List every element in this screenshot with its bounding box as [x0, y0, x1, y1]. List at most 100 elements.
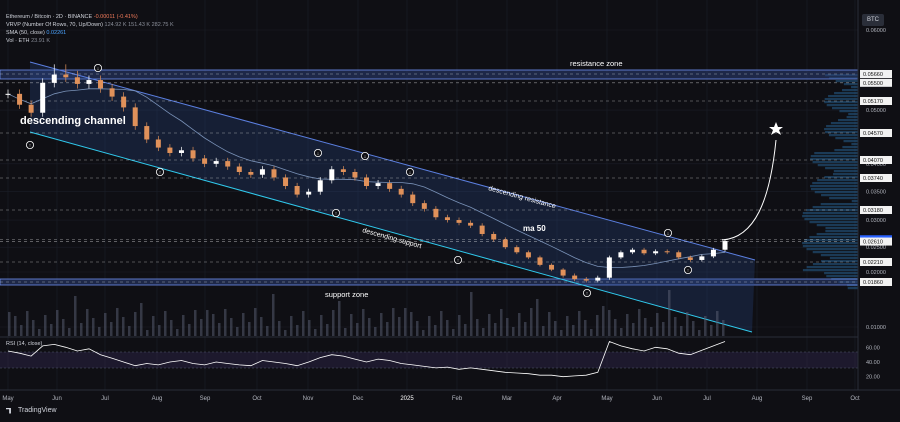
price-level-tag — [860, 258, 892, 266]
resistance-zone-label: resistance zone — [570, 59, 623, 68]
candle-body — [132, 107, 138, 127]
rsi-tick-label: 40.00 — [866, 360, 880, 366]
candle-body — [560, 269, 566, 276]
volume-bar — [308, 320, 311, 336]
volume-bar — [8, 312, 11, 336]
volume-profile-bar — [848, 113, 858, 116]
currency-badge[interactable]: BTC — [862, 14, 884, 26]
price-level-label: 0.05660 — [863, 72, 883, 78]
volume-profile-bar — [810, 185, 858, 188]
candle-body — [190, 150, 196, 159]
y-tick-label: 0.03000 — [866, 218, 886, 224]
price-level-tag — [860, 70, 892, 78]
pivot-low-marker — [684, 265, 693, 274]
price-level-label: 0.02610 — [863, 240, 883, 246]
volume-profile-bar — [843, 140, 858, 143]
volume-bar — [188, 324, 191, 336]
volume-bar — [206, 310, 209, 336]
volume-profile-bar — [816, 233, 858, 236]
volume-profile-bar — [826, 104, 858, 107]
pivot-high-marker — [664, 228, 673, 237]
candle-body — [618, 252, 624, 258]
candle-body — [28, 104, 34, 113]
candle-body — [202, 158, 208, 164]
volume-bar — [104, 313, 107, 336]
volume-bar — [416, 321, 419, 336]
sma-value: 0.02261 — [46, 30, 67, 36]
volume-profile-bar — [843, 83, 858, 86]
candle-body — [525, 252, 531, 258]
volume-bar — [434, 325, 437, 336]
volume-bar — [140, 303, 143, 336]
volume-bar — [278, 321, 281, 336]
candle-body — [468, 222, 474, 226]
volume-bar — [62, 319, 65, 336]
volume-bar — [410, 312, 413, 336]
rsi-tick-label: 60.00 — [866, 345, 880, 351]
volume-profile-bar — [802, 245, 858, 248]
time-axis: May Jun Jul Aug Sep Oct Nov Dec 2025 Feb Mar Apr May… — [2, 396, 860, 402]
volume-bar — [422, 330, 425, 336]
volume-profile-bar — [817, 179, 858, 182]
tradingview-logo[interactable]: TradingView — [6, 407, 57, 414]
pivot-high-marker — [313, 148, 322, 157]
volume-bar — [164, 311, 167, 336]
volume-profile-bar — [817, 164, 858, 167]
volume-bar — [236, 327, 239, 336]
volume-bar — [440, 311, 443, 336]
volume-bar — [158, 325, 161, 336]
x-tick-label: Nov — [303, 396, 314, 402]
volume-profile-bar — [802, 212, 858, 215]
volume-profile-bar — [824, 176, 858, 179]
candle-body — [710, 249, 716, 257]
x-tick-label: Oct — [252, 396, 262, 402]
volume-bar — [650, 327, 653, 336]
candle-body — [271, 169, 277, 178]
x-tick-label: Aug — [752, 396, 763, 402]
candle-body — [722, 241, 728, 250]
x-tick-label: Feb — [452, 396, 463, 402]
pivot-high-marker — [94, 64, 103, 73]
candle-body — [109, 88, 115, 97]
volume-bar — [590, 329, 593, 336]
projection-arrow — [721, 139, 777, 241]
rsi-band — [0, 352, 858, 368]
volume-bar — [176, 329, 179, 336]
volume-profile-bar — [825, 131, 858, 134]
pivot-high-marker — [405, 167, 414, 176]
symbol-change: -0.00011 (-0.41%) — [93, 14, 138, 20]
volume-profile-bar — [812, 206, 858, 209]
volume-bar — [314, 329, 317, 336]
candle-body — [86, 80, 92, 84]
volume-profile-bar — [806, 209, 858, 212]
candle-body — [144, 126, 150, 140]
volume-profile-bar — [851, 143, 858, 146]
price-level-label: 0.04570 — [863, 131, 883, 137]
volume-bar — [536, 299, 539, 336]
volume-bar — [710, 325, 713, 336]
x-tick-label: Dec — [353, 396, 364, 402]
volume-bar — [146, 330, 149, 336]
symbol-name: Ethereum / Bitcoin · 2D · BINANCE — [6, 14, 93, 20]
candle-body — [352, 172, 358, 178]
volume-bar — [26, 311, 29, 336]
candle-body — [537, 257, 543, 265]
volume-bar — [578, 311, 581, 336]
volume-bar — [458, 315, 461, 336]
volume-bar — [290, 316, 293, 336]
rsi-line — [7, 340, 726, 378]
volume-profile-bar — [821, 260, 858, 263]
price-level-tag — [860, 206, 892, 214]
price-candles — [5, 64, 728, 283]
target-star-icon — [769, 122, 783, 135]
volume-profile-bar — [806, 266, 858, 269]
candle-body — [340, 169, 346, 172]
volume-bar — [494, 323, 497, 336]
volume-profile-bar — [825, 167, 858, 170]
price-level-label: 0.02210 — [863, 260, 883, 266]
candle-body — [17, 93, 23, 105]
volume-bar — [452, 329, 455, 336]
volume-profile-bar — [804, 218, 858, 221]
